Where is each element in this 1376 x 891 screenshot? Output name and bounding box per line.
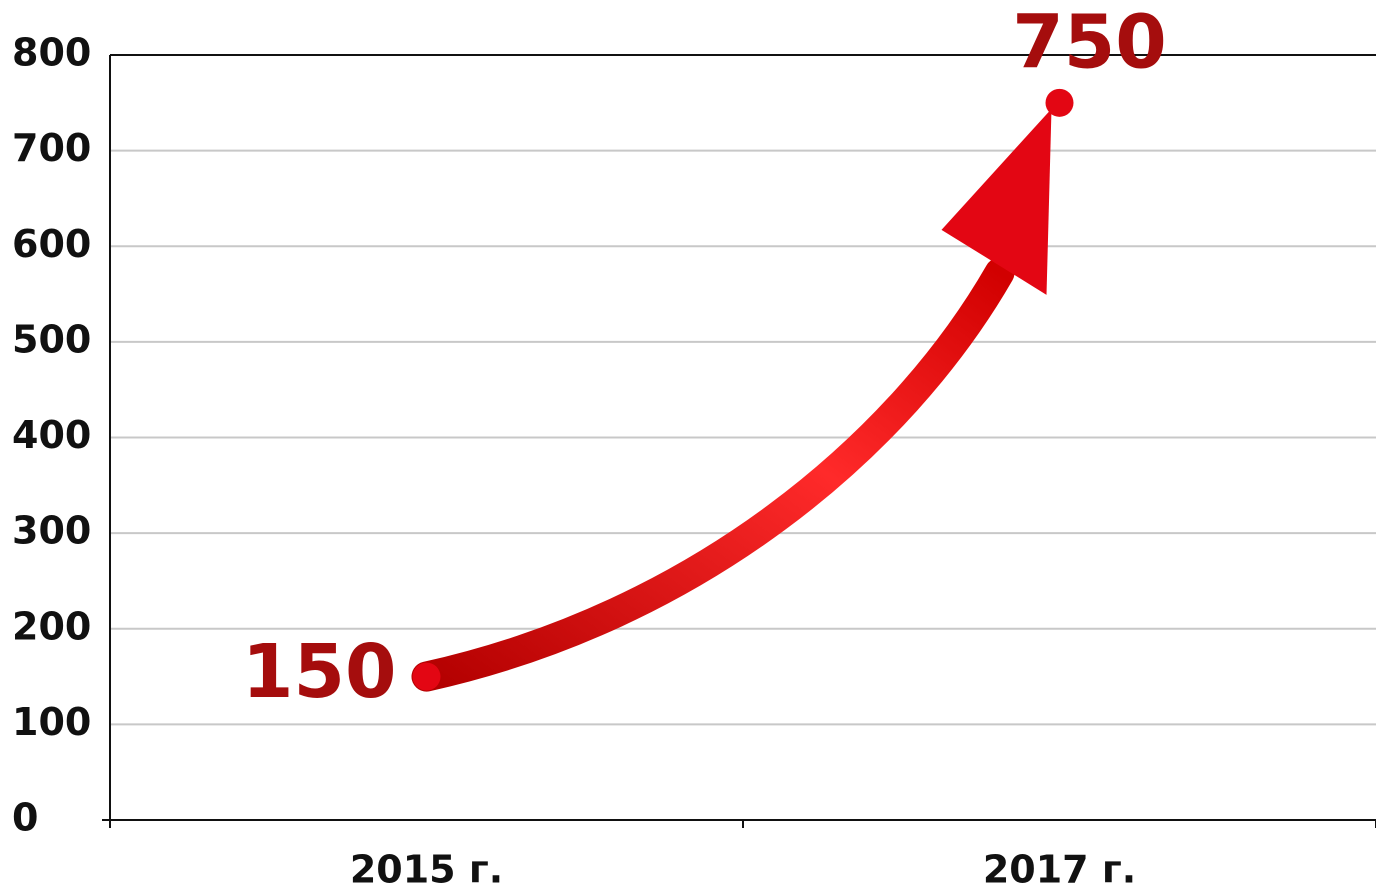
data-point [1046, 89, 1074, 117]
y-tick-label: 100 [12, 700, 91, 744]
y-tick-label: 0 [12, 796, 38, 840]
y-tick-label: 600 [12, 222, 91, 266]
chart: 0 100 200 300 400 500 600 700 800 2015 г. 2017 г. 1… [0, 0, 1376, 891]
value-label: 750 [1012, 0, 1166, 85]
y-tick-label: 700 [12, 126, 91, 170]
x-tick-label: 2015 г. [350, 848, 503, 891]
y-tick-label: 400 [12, 413, 91, 457]
page: 0 100 200 300 400 500 600 700 800 2015 г. 2017 г. 1… [0, 0, 1376, 891]
value-label: 150 [242, 629, 396, 715]
y-tick-label: 500 [12, 317, 91, 361]
x-tick-label: 2017 г. [983, 848, 1136, 891]
arrow-line [427, 273, 1000, 677]
data-point [413, 663, 441, 691]
y-tick-label: 200 [12, 604, 91, 648]
y-tick-label: 800 [12, 31, 91, 75]
y-tick-label: 300 [12, 509, 91, 553]
